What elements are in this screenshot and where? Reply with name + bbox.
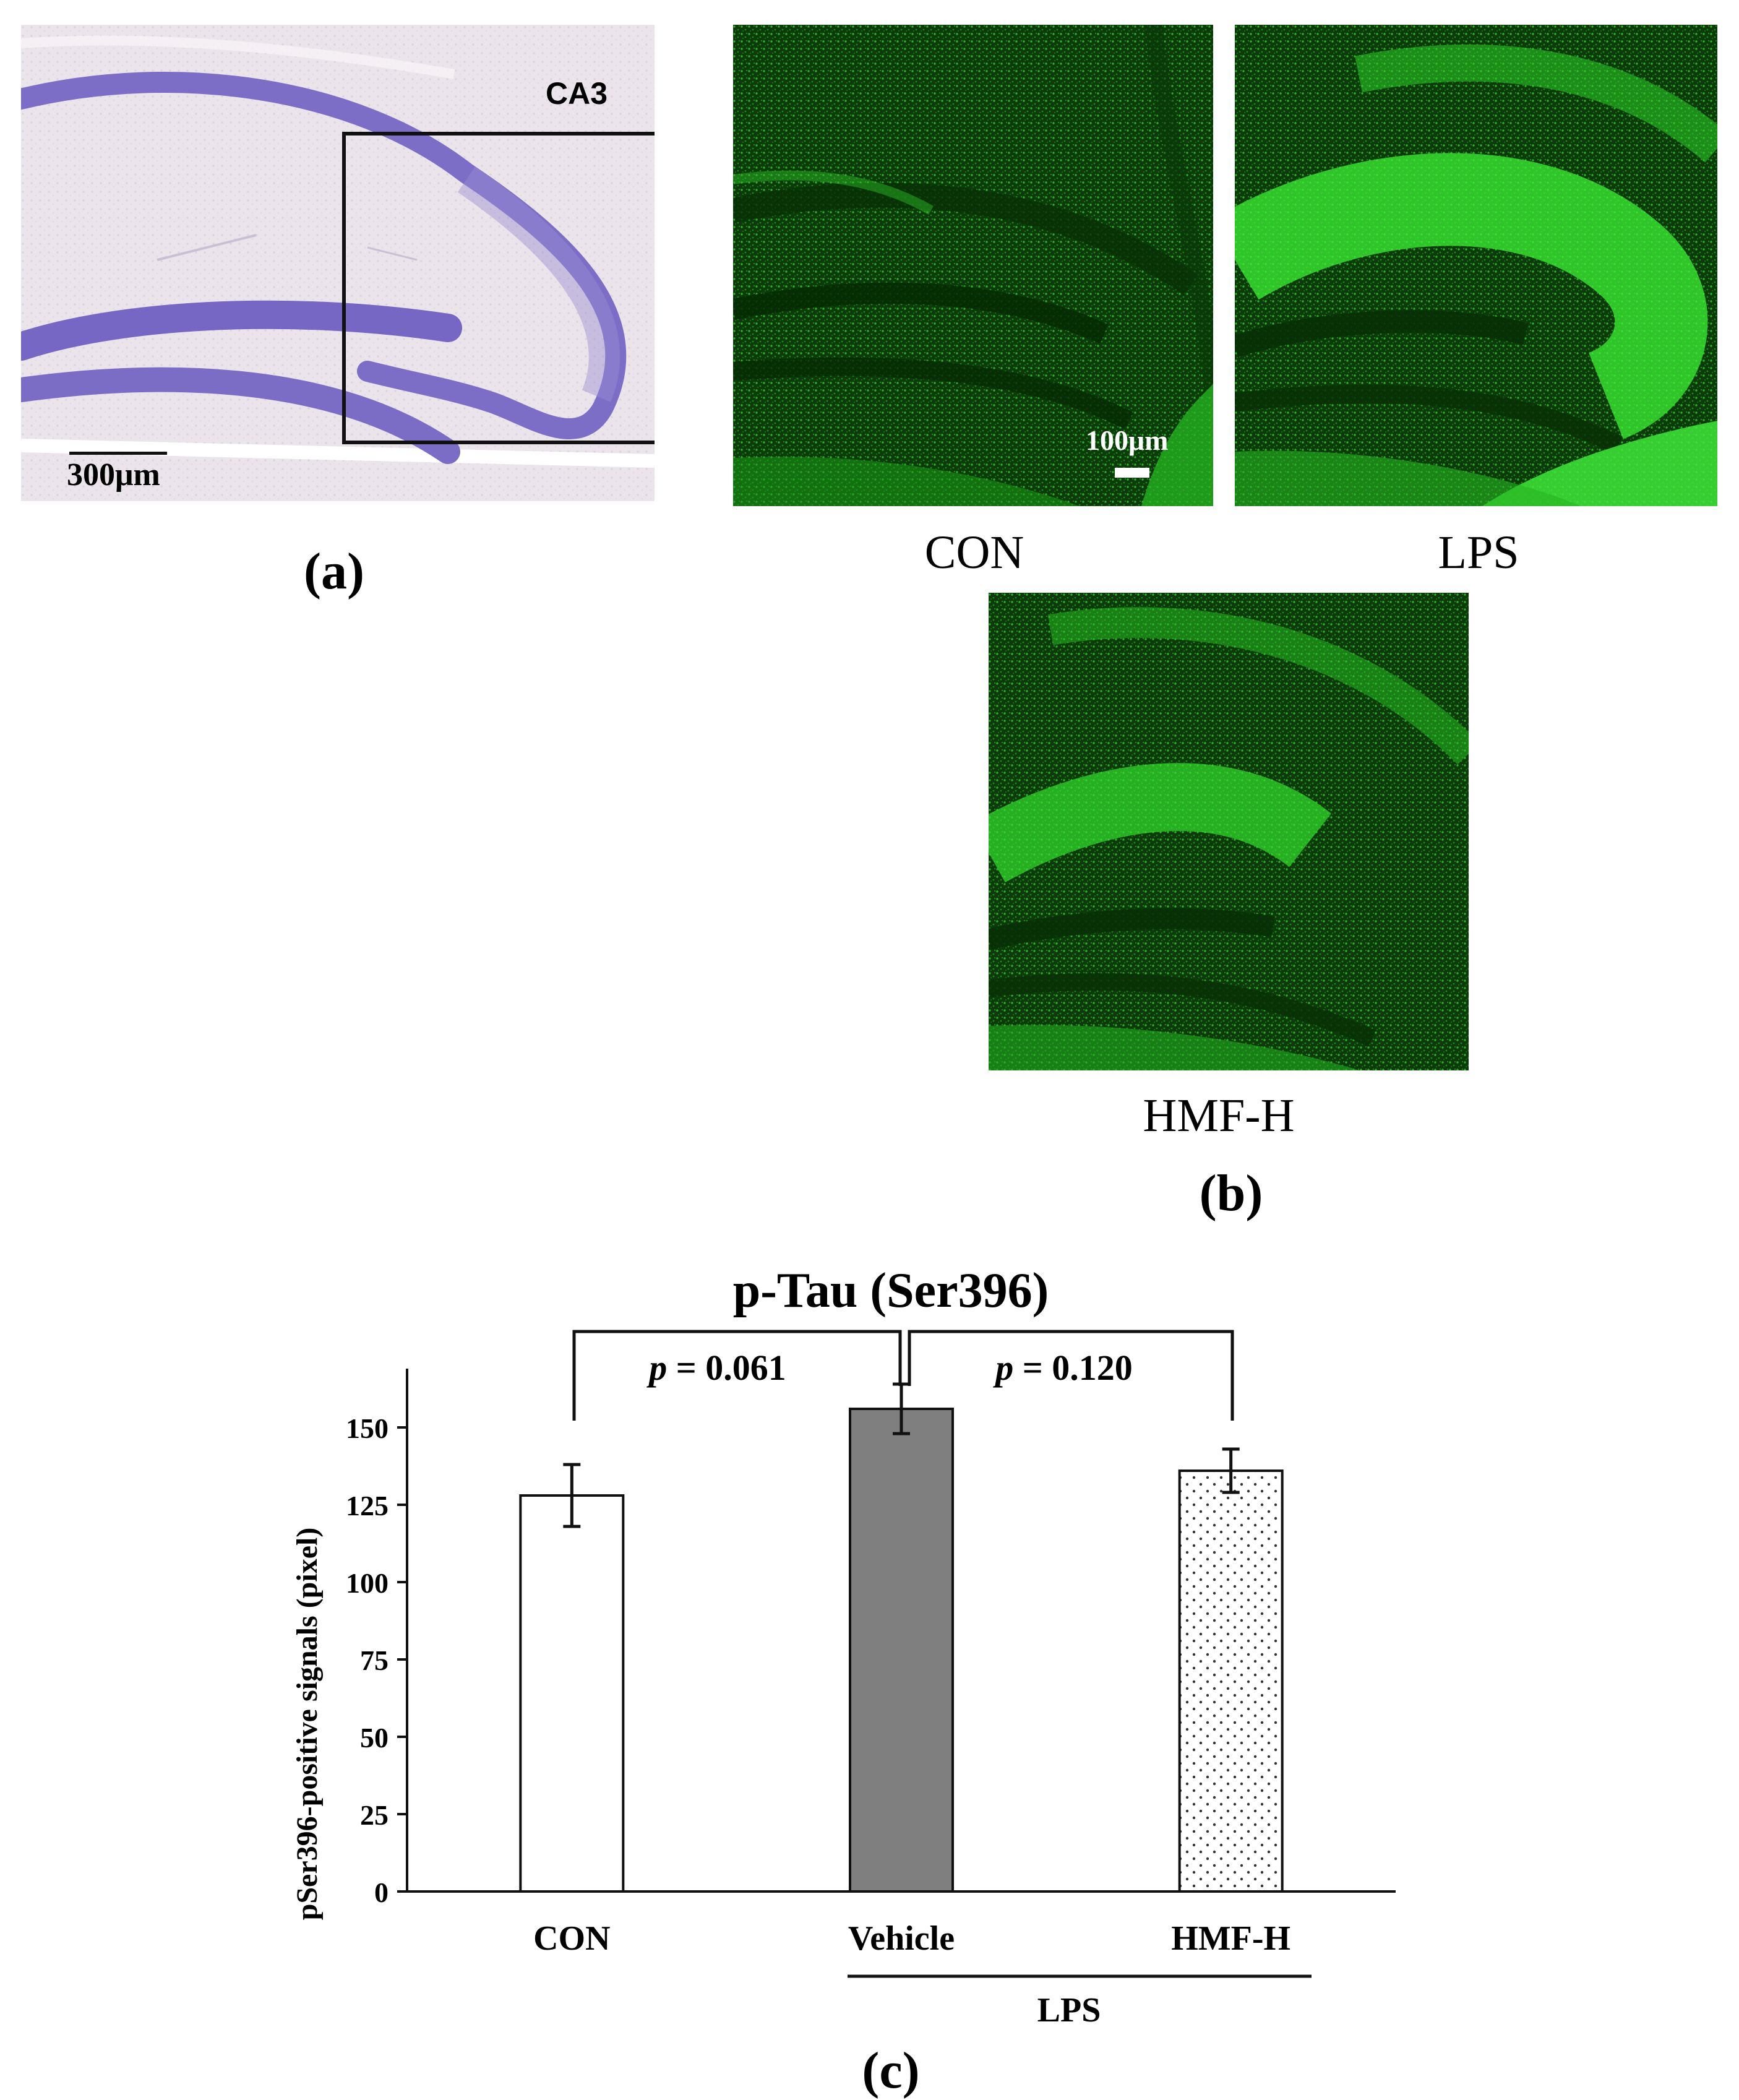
bar-hmf-h xyxy=(1178,1470,1284,1893)
x-tick-label: CON xyxy=(533,1919,610,1958)
fluorescence-lps-image xyxy=(1235,25,1717,506)
ca3-label: CA3 xyxy=(546,76,608,111)
significance-brackets: p = 0.061 p = 0.120 xyxy=(572,1330,1234,1421)
fluorescence-lps xyxy=(1235,25,1717,506)
bar-vehicle xyxy=(849,1408,954,1893)
p-value-right-text: = 0.120 xyxy=(1013,1348,1133,1388)
label-hmf: HMF-H xyxy=(1143,1090,1295,1142)
scale-bar xyxy=(69,452,167,455)
p-value-right: p = 0.120 xyxy=(992,1348,1133,1388)
bar-chart: p-Tau (Ser396) pSer396-positive signals … xyxy=(291,1263,1396,2099)
y-axis-label: pSer396-positive signals (pixel) xyxy=(291,1528,324,1921)
y-tick-label: 125 xyxy=(346,1490,389,1521)
y-tick-label: 50 xyxy=(360,1722,389,1754)
roi-box xyxy=(342,132,655,444)
y-tick-label: 25 xyxy=(360,1799,389,1831)
scale-bar-b xyxy=(1115,468,1149,478)
fluorescence-con-image xyxy=(733,25,1213,506)
y-tick-label: 100 xyxy=(346,1567,389,1599)
p-symbol-left: p xyxy=(646,1348,667,1388)
bar-con xyxy=(519,1494,625,1893)
bracket-right xyxy=(908,1330,1234,1421)
panel-c-letter: (c) xyxy=(862,2042,919,2099)
nissl-micrograph: CA3 300μm xyxy=(21,25,655,501)
fluorescence-con: 100μm xyxy=(733,25,1213,506)
bracket-left xyxy=(572,1330,902,1421)
x-tick-label: HMF-H xyxy=(1171,1919,1290,1958)
scale-bar-label: 300μm xyxy=(67,457,160,493)
chart-title: p-Tau (Ser396) xyxy=(733,1263,1049,1318)
fluorescence-hmf-image xyxy=(989,593,1469,1070)
lps-group-label: LPS xyxy=(1037,1991,1101,2029)
y-tick-label: 150 xyxy=(346,1413,389,1444)
panel-a-letter: (a) xyxy=(304,543,364,600)
y-tick-label: 75 xyxy=(360,1645,389,1676)
nissl-illustration xyxy=(21,25,655,501)
y-tick-label: 0 xyxy=(374,1877,389,1908)
label-con: CON xyxy=(924,527,1024,579)
label-lps: LPS xyxy=(1438,527,1519,579)
p-value-left-text: = 0.061 xyxy=(667,1348,786,1388)
panel-b-letter: (b) xyxy=(1199,1164,1263,1222)
scale-bar-b-label: 100μm xyxy=(1086,424,1169,456)
p-symbol-right: p xyxy=(992,1348,1013,1388)
x-tick-label: Vehicle xyxy=(848,1919,955,1958)
p-value-left: p = 0.061 xyxy=(646,1348,786,1388)
fluorescence-hmf xyxy=(989,593,1469,1070)
